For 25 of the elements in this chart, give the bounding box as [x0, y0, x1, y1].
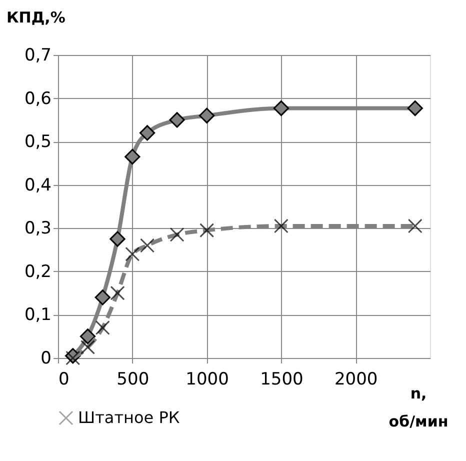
y-tick-label: 0,7 [24, 46, 52, 66]
y-tick-label: 0,5 [24, 132, 52, 152]
point [407, 100, 423, 116]
y-tick-label: 0,6 [24, 88, 52, 109]
point [124, 148, 140, 165]
x-tick-label: 1500 [260, 370, 304, 390]
x-tick-label: 2000 [334, 370, 378, 390]
point [139, 125, 156, 141]
y-tick-label: 0,2 [24, 262, 52, 282]
y-axis-title: КПД,% [6, 8, 66, 26]
point [80, 328, 96, 344]
y-tick-label: 0,1 [24, 305, 52, 326]
x-tick-label: 500 [116, 370, 150, 390]
x-tick-label: 1000 [186, 370, 229, 390]
point [198, 108, 215, 124]
x-tick-label: 0 [58, 370, 70, 390]
y-tick-label: 0,3 [24, 218, 52, 239]
y-tick-label: 0,4 [24, 175, 52, 196]
point [94, 290, 110, 306]
point [110, 231, 126, 247]
y-tick-label: 0 [40, 348, 52, 368]
legend-label: Штатное РК [78, 408, 180, 427]
point [169, 112, 185, 128]
x-axis-title: n, об/мин [388, 384, 448, 430]
point [273, 100, 290, 116]
